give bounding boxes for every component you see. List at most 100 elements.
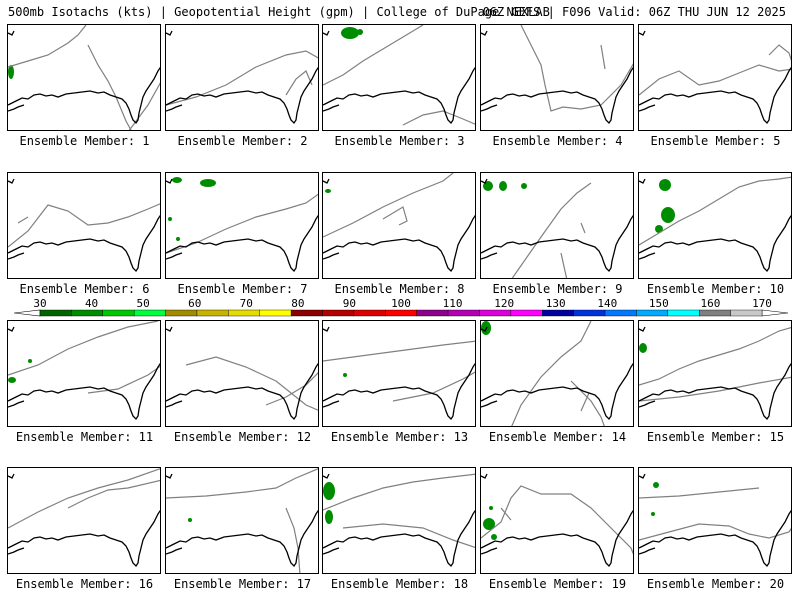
ensemble-map-svg bbox=[481, 473, 633, 568]
colorbar-segment bbox=[39, 309, 72, 317]
colorbar-left-arrow bbox=[13, 309, 41, 317]
coastline bbox=[639, 326, 646, 332]
height-contour bbox=[8, 203, 160, 248]
ensemble-member-label: Ensemble Member: 20 bbox=[646, 577, 785, 591]
coastline bbox=[639, 547, 656, 555]
colorbar-segment bbox=[353, 309, 386, 317]
ensemble-member-label: Ensemble Member: 14 bbox=[488, 430, 627, 444]
ensemble-map-svg bbox=[639, 30, 791, 125]
coastline bbox=[323, 473, 330, 479]
isotach-fill bbox=[325, 510, 333, 524]
coastline bbox=[639, 30, 646, 36]
ensemble-member-label: Ensemble Member: 4 bbox=[492, 134, 623, 148]
colorbar-segment bbox=[290, 309, 323, 317]
coastline bbox=[8, 104, 25, 112]
ensemble-map-panel-14 bbox=[480, 320, 634, 427]
colorbar-right-arrow bbox=[761, 309, 789, 317]
height-contour bbox=[639, 176, 791, 246]
height-contour bbox=[17, 216, 29, 224]
coastline bbox=[166, 30, 173, 36]
colorbar-segment bbox=[385, 309, 417, 317]
colorbar-segment bbox=[133, 309, 166, 317]
coastline bbox=[639, 473, 646, 479]
isotach-fill bbox=[483, 518, 495, 530]
coastline bbox=[323, 214, 475, 273]
coastline bbox=[639, 252, 656, 260]
colorbar-tick-label: 130 bbox=[546, 297, 566, 310]
height-contour bbox=[323, 25, 424, 86]
coastline bbox=[481, 30, 488, 36]
ensemble-map-panel-16 bbox=[7, 467, 161, 574]
isotach-fill bbox=[499, 181, 507, 191]
height-contour bbox=[639, 523, 791, 541]
ensemble-map-panel-2 bbox=[165, 24, 319, 131]
colorbar-segment bbox=[416, 309, 449, 317]
colorbar-segment bbox=[228, 309, 260, 317]
coastline bbox=[323, 509, 475, 568]
coastline bbox=[323, 252, 340, 260]
coastline bbox=[166, 362, 318, 421]
coastline bbox=[166, 178, 173, 184]
isotach-fill bbox=[651, 512, 655, 516]
coastline bbox=[639, 66, 791, 125]
ensemble-map-panel-15 bbox=[638, 320, 792, 427]
height-contour bbox=[580, 222, 586, 234]
colorbar-tick-label: 80 bbox=[291, 297, 304, 310]
ensemble-map-svg bbox=[323, 25, 475, 126]
isotach-fill bbox=[489, 506, 493, 510]
height-contour bbox=[265, 372, 318, 406]
isotach-fill bbox=[653, 482, 659, 488]
coastline bbox=[166, 66, 318, 125]
ensemble-map-svg bbox=[166, 177, 318, 273]
colorbar-tick-label: 40 bbox=[85, 297, 98, 310]
ensemble-member-label: Ensemble Member: 1 bbox=[19, 134, 150, 148]
colorbar-tick-label: 100 bbox=[391, 297, 411, 310]
coastline bbox=[481, 326, 488, 332]
ensemble-member-label: Ensemble Member: 16 bbox=[15, 577, 154, 591]
ensemble-map-svg bbox=[8, 468, 160, 568]
ensemble-map-svg bbox=[481, 25, 633, 125]
ensemble-map-panel-6 bbox=[7, 172, 161, 279]
height-contour bbox=[342, 523, 475, 548]
ensemble-map-svg bbox=[166, 326, 318, 421]
ensemble-map-svg bbox=[323, 173, 475, 273]
coastline bbox=[323, 547, 340, 555]
ensemble-member-label: Ensemble Member: 9 bbox=[492, 282, 623, 296]
map-title: 500mb Isotachs (kts) | Geopotential Heig… bbox=[8, 5, 550, 19]
height-contour bbox=[580, 392, 590, 412]
ensemble-map-svg bbox=[166, 468, 318, 573]
coastline bbox=[481, 362, 633, 421]
colorbar-segment bbox=[699, 309, 731, 317]
coastline bbox=[166, 473, 173, 479]
coastline bbox=[8, 178, 15, 184]
coastline bbox=[481, 104, 498, 112]
isotach-fill bbox=[325, 189, 331, 193]
ensemble-map-svg bbox=[639, 176, 791, 273]
height-contour bbox=[600, 44, 606, 70]
coastline bbox=[481, 214, 633, 273]
colorbar-tick-label: 110 bbox=[443, 297, 463, 310]
coastline bbox=[8, 326, 15, 332]
coastline bbox=[8, 66, 160, 125]
ensemble-map-panel-13 bbox=[322, 320, 476, 427]
colorbar-segment bbox=[165, 309, 198, 317]
isotach-fill bbox=[168, 217, 172, 221]
isotach-fill bbox=[28, 359, 32, 363]
ensemble-member-label: Ensemble Member: 13 bbox=[330, 430, 469, 444]
isotach-fill bbox=[659, 179, 671, 191]
coastline bbox=[166, 326, 173, 332]
colorbar-segment bbox=[196, 309, 229, 317]
height-contour bbox=[285, 70, 313, 96]
ensemble-map-svg bbox=[8, 321, 160, 421]
ensemble-map-panel-7 bbox=[165, 172, 319, 279]
ensemble-map-panel-19 bbox=[480, 467, 634, 574]
height-contour bbox=[560, 252, 568, 278]
isotach-fill bbox=[661, 207, 675, 223]
ensemble-member-label: Ensemble Member: 12 bbox=[173, 430, 312, 444]
colorbar-tick-label: 170 bbox=[752, 297, 772, 310]
coastline bbox=[166, 214, 318, 273]
coastline bbox=[323, 66, 475, 125]
colorbar-tick-label: 50 bbox=[137, 297, 150, 310]
height-contour bbox=[500, 507, 512, 521]
ensemble-map-panel-3 bbox=[322, 24, 476, 131]
